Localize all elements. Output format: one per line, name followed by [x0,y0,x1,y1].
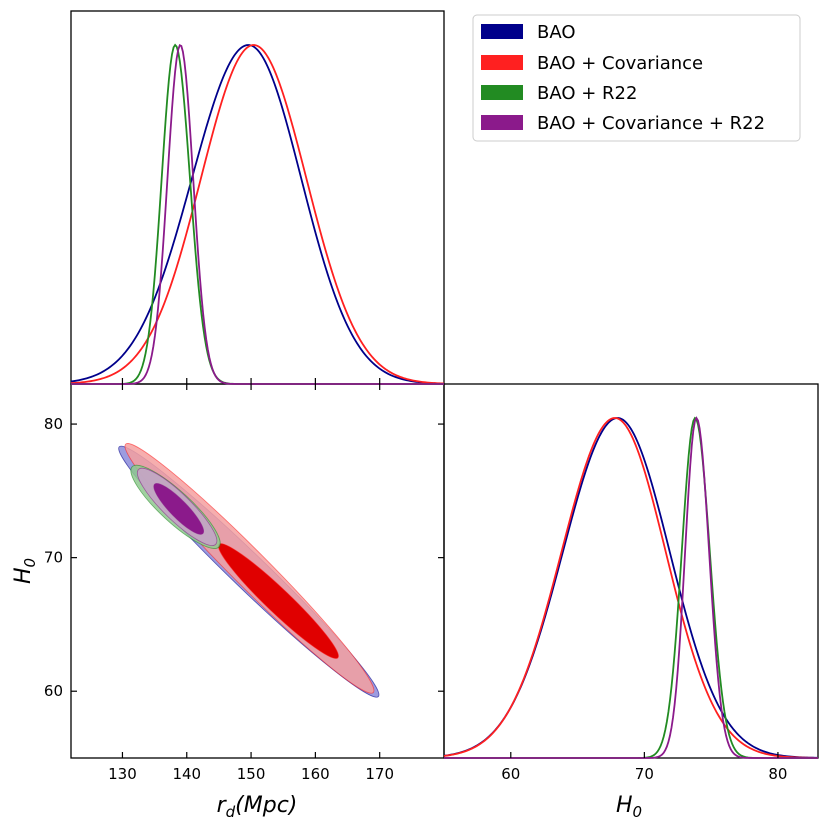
rd-marginal-curve-bao-covariance [70,44,445,385]
H0-marginal-curve-bao [443,417,819,759]
contour-bao-covariance-68 [217,543,339,659]
contour-bao-covariance-r22-68 [153,483,205,535]
legend: BAO BAO + Covariance BAO + R22 BAO + Cov… [472,14,801,142]
H0-marginal-frame [443,383,819,759]
legend-label-bao-r22: BAO + R22 [537,83,637,104]
rd-marginal-curves [70,43,445,385]
legend-frame [472,14,801,142]
rd-marginal-curve-bao [70,44,445,385]
legend-entry-bao-covariance: BAO + Covariance [481,53,703,74]
legend-swatch-bao [481,24,523,39]
tick-label-rd-150: 150 [237,765,266,783]
tick-label-rd-130: 130 [108,765,137,783]
legend-entry-bao: BAO [481,22,576,43]
joint-contours [118,443,380,698]
legend-swatch-bao-covariance-r22 [481,115,523,130]
legend-entry-bao-r22: BAO + R22 [481,83,637,104]
axis-ticks: 130 140 150 160 170 60 70 80 60 70 80 [44,378,787,783]
H0-marginal-curve-bao-r22 [444,416,818,759]
x-axis-label-H0: H0 [616,793,642,821]
legend-swatch-bao-r22 [481,85,523,100]
tick-label-h0-x-80: 80 [768,765,787,783]
legend-label-bao: BAO [537,22,576,43]
rd-marginal-frame [70,10,445,385]
tick-label-h0-y-70: 70 [44,549,63,567]
tick-label-h0-y-80: 80 [44,415,63,433]
tick-label-rd-140: 140 [172,765,201,783]
tick-label-h0-y-60: 60 [44,682,63,700]
tick-label-rd-160: 160 [301,765,330,783]
legend-swatch-bao-covariance [481,55,523,70]
H0-marginal-curve-bao-covariance [443,417,819,759]
legend-entry-bao-covariance-r22: BAO + Covariance + R22 [481,113,765,134]
H0-marginal-curve-bao-covariance-r22 [444,416,818,759]
rd-marginal-curve-bao-r22 [71,43,444,385]
legend-label-bao-covariance: BAO + Covariance [537,53,703,74]
x-axis-label-rd: rd(Mpc) [217,793,298,821]
tick-label-h0-x-70: 70 [635,765,654,783]
y-axis-label-H0: H0 [11,558,39,584]
tick-label-h0-x-60: 60 [501,765,520,783]
legend-label-bao-covariance-r22: BAO + Covariance + R22 [537,113,765,134]
H0-marginal-curves [443,416,819,759]
tick-label-rd-170: 170 [365,765,394,783]
rd-marginal-curve-bao-covariance-r22 [71,44,444,385]
